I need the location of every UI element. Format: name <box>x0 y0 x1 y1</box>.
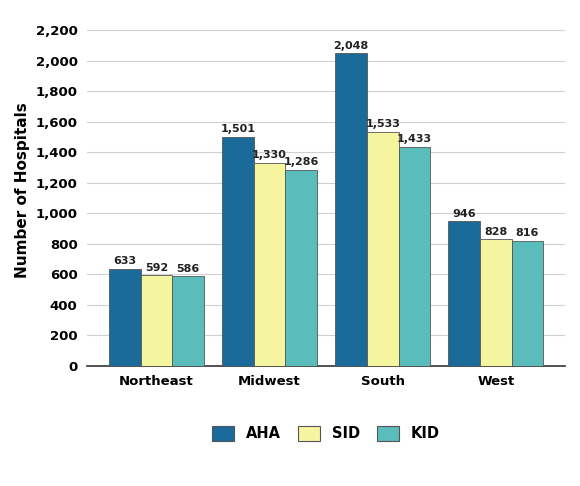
Bar <box>480 240 512 365</box>
Text: 592: 592 <box>145 262 168 273</box>
Bar <box>285 170 317 365</box>
Y-axis label: Number of Hospitals: Number of Hospitals <box>15 103 30 278</box>
Bar <box>254 163 285 365</box>
Bar <box>448 222 480 365</box>
Bar <box>109 269 141 365</box>
Text: 1,433: 1,433 <box>397 135 432 144</box>
Bar <box>141 276 172 365</box>
Text: 828: 828 <box>484 226 508 237</box>
Bar <box>367 132 398 365</box>
Text: 1,286: 1,286 <box>284 157 319 167</box>
Bar <box>398 147 430 365</box>
Text: 633: 633 <box>113 257 136 266</box>
Text: 586: 586 <box>176 263 200 274</box>
Legend: AHA, SID, KID: AHA, SID, KID <box>205 418 447 449</box>
Text: 946: 946 <box>452 208 476 219</box>
Text: 2,048: 2,048 <box>334 41 369 51</box>
Text: 1,533: 1,533 <box>365 119 400 129</box>
Text: 1,501: 1,501 <box>220 124 255 134</box>
Text: 1,330: 1,330 <box>252 150 287 160</box>
Bar <box>172 277 204 365</box>
Text: 816: 816 <box>516 228 539 239</box>
Bar <box>512 241 543 365</box>
Bar <box>222 137 254 365</box>
Bar <box>335 53 367 365</box>
